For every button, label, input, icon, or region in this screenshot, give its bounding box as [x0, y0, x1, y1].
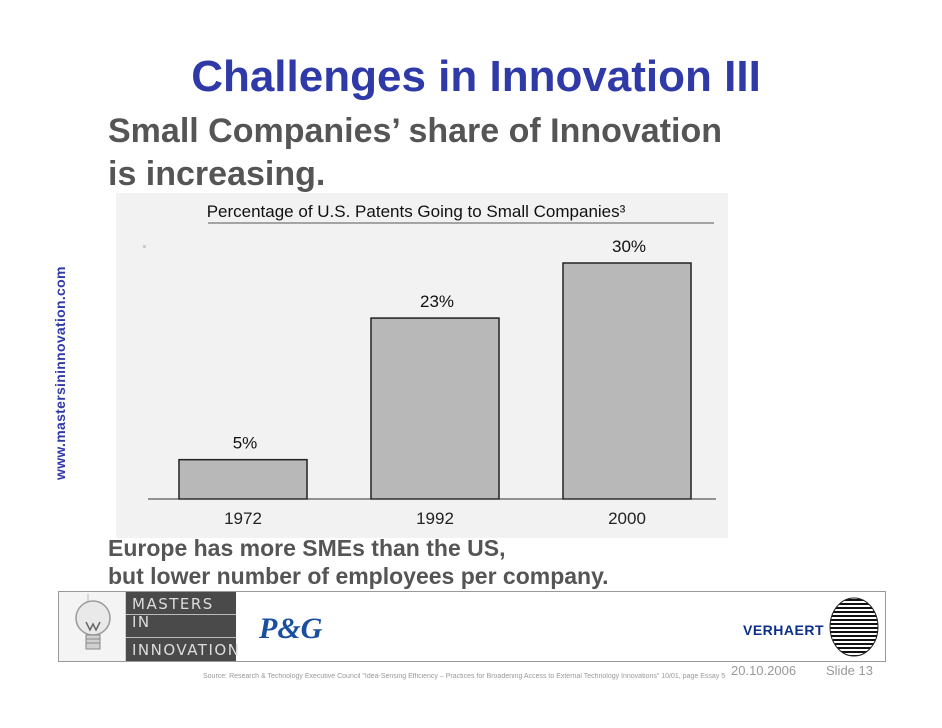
logo-bar: MASTERS IN INNOVATION P&G VERHAERT	[58, 591, 886, 662]
chart-left-strip	[108, 193, 116, 538]
chart-bullet-mark	[143, 245, 146, 248]
side-url: www.mastersininnovation.com	[52, 266, 68, 480]
subtitle-line-1: Small Companies’ share of Innovation	[108, 112, 723, 150]
mi-text-line-1: MASTERS IN	[132, 595, 214, 631]
mi-divider-bottom	[126, 637, 236, 638]
bar-1972	[178, 458, 308, 500]
globe-stripe	[837, 647, 878, 649]
globe-stripe	[831, 635, 878, 637]
chart-bars: 5% 1972 23% 1992 30% 2000	[178, 237, 692, 528]
globe-stripe	[833, 639, 878, 641]
slide-date: 20.10.2006	[731, 663, 797, 678]
globe-stripe	[835, 643, 878, 645]
bar-value-label: 5%	[233, 434, 258, 453]
bar-value-label: 30%	[612, 237, 646, 256]
bar-1992	[370, 317, 500, 500]
globe-stripe	[830, 627, 878, 629]
x-tick-label: 1992	[416, 509, 454, 528]
globe-stripe	[830, 599, 878, 601]
slide-title-text: Challenges in Innovation III	[191, 52, 761, 101]
globe-stripe	[830, 615, 878, 617]
globe-stripe	[830, 631, 878, 633]
globe-stripe	[830, 611, 878, 613]
globe-stripe	[830, 623, 878, 625]
globe-stripe	[839, 651, 878, 653]
masters-in-innovation-logo: MASTERS IN INNOVATION	[126, 592, 239, 661]
bar-2000	[562, 262, 692, 500]
verhaert-logo: VERHAERT	[743, 622, 825, 638]
patents-chart-svg: Percentage of U.S. Patents Going to Smal…	[108, 193, 728, 538]
subtitle-line-2: is increasing.	[108, 155, 326, 193]
striped-globe-icon	[829, 597, 879, 657]
x-tick-label: 1972	[224, 509, 262, 528]
globe-stripe	[830, 619, 878, 621]
globe-stripe	[830, 603, 878, 605]
mi-text-line-2: INNOVATION	[132, 641, 241, 659]
globe-stripe	[830, 607, 878, 609]
source-citation: Source: Research & Technology Executive …	[203, 673, 726, 680]
pg-logo: P&G	[259, 612, 323, 645]
footer-text: Europe has more SMEs than the US, but lo…	[108, 534, 868, 590]
patents-chart: Percentage of U.S. Patents Going to Smal…	[108, 193, 728, 538]
light-bulb-icon	[59, 592, 126, 661]
chart-title: Percentage of U.S. Patents Going to Smal…	[207, 202, 626, 221]
slide-number: Slide 13	[826, 663, 873, 678]
footer-line-2: but lower number of employees per compan…	[108, 563, 609, 589]
bar-value-label: 23%	[420, 292, 454, 311]
x-tick-label: 2000	[608, 509, 646, 528]
mi-divider-top	[126, 614, 236, 615]
footer-line-1: Europe has more SMEs than the US,	[108, 535, 506, 561]
slide-title: Challenges in Innovation III	[0, 52, 942, 102]
slide-subtitle: Small Companies’ share of Innovation is …	[108, 110, 868, 196]
